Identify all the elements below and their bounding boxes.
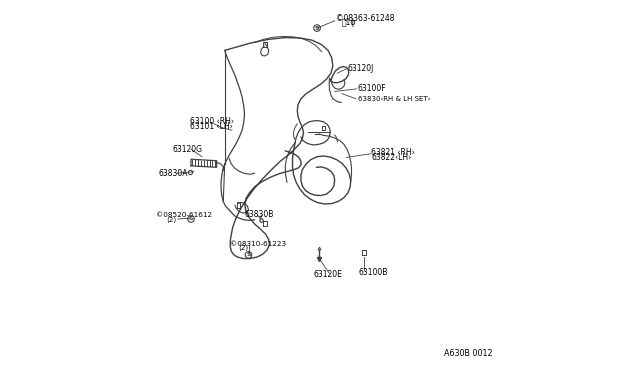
- Text: ⟨2⟩: ⟨2⟩: [239, 245, 249, 251]
- Text: ©08520-61612: ©08520-61612: [156, 212, 212, 218]
- Text: ©08363-61248: ©08363-61248: [336, 14, 394, 23]
- Text: A630B 0012: A630B 0012: [444, 349, 492, 358]
- Text: S: S: [315, 26, 319, 31]
- Text: （1ϕ: （1ϕ: [342, 19, 356, 28]
- Text: 63821 ‹RH›: 63821 ‹RH›: [371, 148, 415, 157]
- Text: 63822‹LH›: 63822‹LH›: [371, 153, 412, 162]
- Text: 63100B: 63100B: [358, 267, 388, 277]
- Text: S: S: [246, 252, 251, 257]
- Text: 63830‹RH & LH SET›: 63830‹RH & LH SET›: [358, 96, 430, 102]
- Text: 63830A: 63830A: [158, 169, 188, 178]
- Text: 63101 ‹LH›: 63101 ‹LH›: [190, 122, 233, 131]
- Text: 63120G: 63120G: [173, 145, 203, 154]
- Text: S: S: [189, 217, 193, 221]
- Text: 63100 ‹RH›: 63100 ‹RH›: [190, 118, 234, 126]
- Text: 63100F: 63100F: [358, 84, 387, 93]
- Text: 63830B: 63830B: [245, 210, 275, 219]
- Text: ⟨2⟩: ⟨2⟩: [167, 217, 177, 223]
- Text: ©08310-61223: ©08310-61223: [230, 241, 286, 247]
- Text: 63120E: 63120E: [314, 270, 342, 279]
- Text: 63120J: 63120J: [348, 64, 374, 73]
